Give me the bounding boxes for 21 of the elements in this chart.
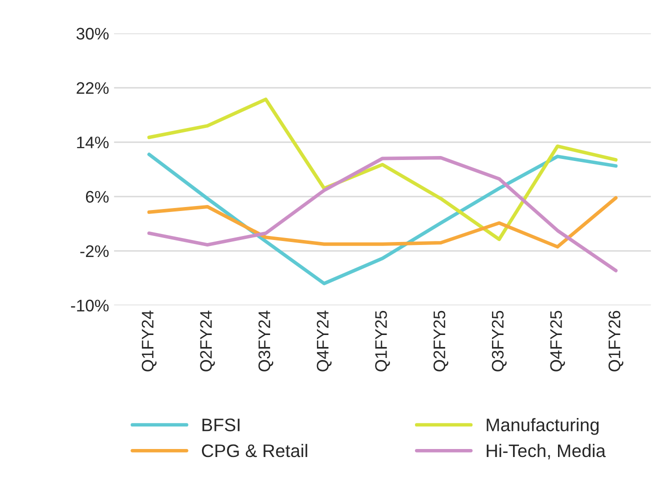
x-tick-label: Q1FY26 xyxy=(608,310,624,372)
y-tick-label: 14% xyxy=(77,136,109,148)
legend-label: Manufacturing xyxy=(486,418,599,435)
legend-label: Hi-Tech, Media xyxy=(486,444,606,460)
line-series xyxy=(147,98,618,242)
x-tick-label: Q3FY24 xyxy=(258,310,274,372)
y-tick-label: 22% xyxy=(76,82,109,94)
legend-label: BFSI xyxy=(202,418,240,432)
y-tick-label: -10% xyxy=(71,300,109,312)
x-tick-label: Q2FY25 xyxy=(433,310,448,372)
x-tick-label: Q4FY24 xyxy=(316,310,332,372)
x-tick-label: Q1FY25 xyxy=(375,310,390,372)
x-tick-label: Q1FY24 xyxy=(142,310,157,372)
x-tick-label: Q3FY25 xyxy=(492,310,507,372)
x-tick-label: Q4FY25 xyxy=(550,310,565,372)
y-tick-label: -2% xyxy=(80,245,109,258)
legend-label: CPG & Retail xyxy=(202,444,308,458)
x-tick-label: Q2FY24 xyxy=(200,310,215,372)
line-series xyxy=(147,196,618,249)
y-tick-label: 30% xyxy=(76,28,109,40)
y-tick-label: 6% xyxy=(86,190,109,203)
